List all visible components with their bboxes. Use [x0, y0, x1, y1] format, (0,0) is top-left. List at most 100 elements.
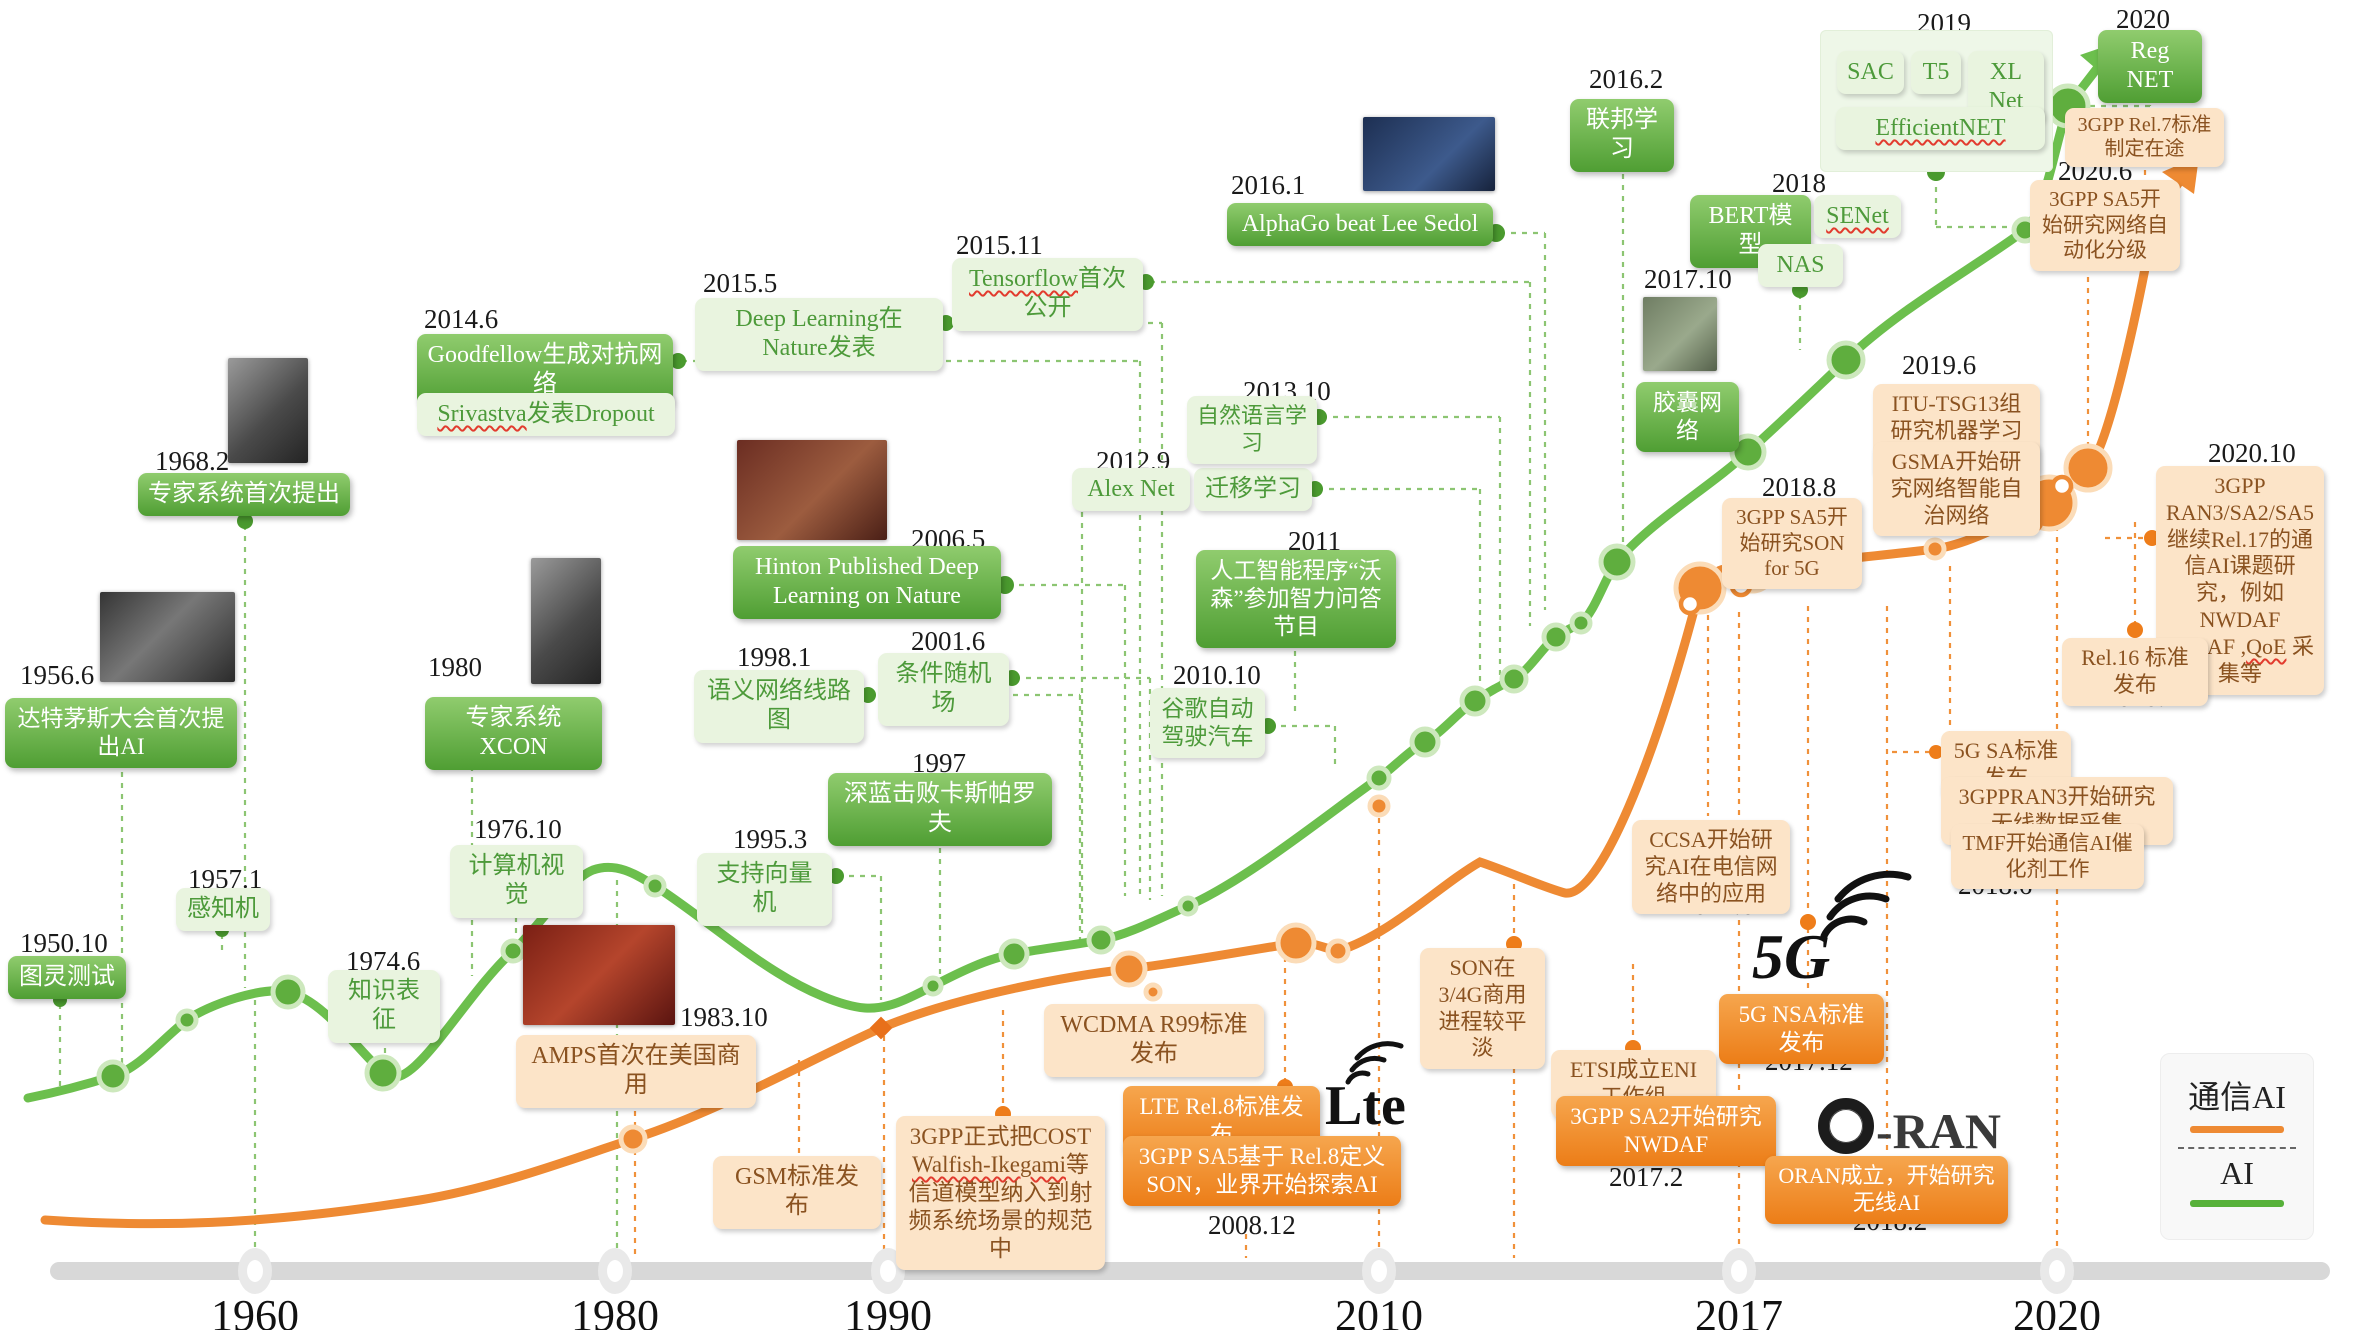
- event-box-gsma-autonomous: GSMA开始研究网络智能自治网络: [1873, 442, 2040, 537]
- event-date: 2014.6: [424, 304, 499, 334]
- gsm-diamond-marker: [869, 1016, 893, 1040]
- cost-walfish: Walfish-Ikegami: [912, 1152, 1066, 1178]
- event-box-xcon: 专家系统XCON: [425, 697, 602, 770]
- oran-logo: -RAN: [1818, 1098, 2001, 1160]
- event-box-hinton-deep-learning: Hinton Published Deep Learning on Nature: [733, 546, 1001, 619]
- axis-label-1980: 1980: [571, 1291, 659, 1330]
- legend-comm-line: [2190, 1126, 2284, 1133]
- photo-dartmouth-conference: [100, 592, 235, 682]
- event-date: 2018.8: [1762, 472, 1837, 502]
- event-box-gsm: GSM标准发布: [713, 1156, 881, 1229]
- photo-amps-car-phone: [523, 925, 675, 1025]
- event-box-dartmouth: 达特茅斯大会首次提出AI: [5, 698, 237, 769]
- event-box-rel16: Rel.16 标准发布: [2062, 638, 2208, 706]
- event-box-sa5-son-5g: 3GPP SA5开始研究SON for 5G: [1722, 498, 1862, 589]
- event-date: 2017.10: [1644, 264, 1732, 294]
- event-box-senet: SENet: [1814, 195, 1901, 239]
- event-date: 2015.11: [956, 230, 1043, 260]
- event-box-efficientnet: EfficientNET: [1836, 107, 2045, 151]
- senet-word: SENet: [1826, 203, 1889, 229]
- event-date: 2015.5: [703, 268, 778, 298]
- photo-xcon-developer: [531, 558, 601, 684]
- event-date: 2016.2: [1589, 64, 1664, 94]
- event-box-cost-model: 3GPP正式把COST Walfish-Ikegami等信道模型纳入到射频系统场…: [896, 1116, 1105, 1271]
- event-box-regnet: Reg NET: [2098, 30, 2202, 103]
- ai-dashed-connectors: [58, 83, 2152, 1258]
- event-box-knowledge-representation: 知识表征: [328, 970, 440, 1043]
- event-box-watson: 人工智能程序“沃森”参加智力问答节目: [1196, 550, 1396, 649]
- event-date: 1980: [428, 652, 482, 682]
- axis-label-2020: 2020: [2013, 1291, 2101, 1330]
- photo-hinton-lecture: [737, 440, 887, 540]
- legend: 通信AI AI: [2160, 1053, 2314, 1240]
- timeline-axis-bar: [50, 1262, 2330, 1280]
- event-date: 1998.1: [737, 642, 812, 672]
- comm-dashed-connectors: [633, 148, 2148, 1258]
- event-date: 1950.10: [20, 928, 108, 958]
- event-date: 1956.6: [20, 660, 95, 690]
- event-box-turing-test: 图灵测试: [8, 956, 126, 1000]
- cost-pre: 3GPP正式把COST: [909, 1124, 1092, 1149]
- event-box-sa5-son: 3GPP SA5基于 Rel.8定义SON，业界开始探索AI: [1123, 1136, 1401, 1207]
- tensorflow-rest: 首次公开: [1023, 266, 1126, 322]
- event-date: 2010.10: [1173, 660, 1261, 690]
- event-date: 2020.10: [2208, 438, 2296, 468]
- event-box-lte-rel8: LTE Rel.8标准发布: [1123, 1086, 1320, 1157]
- event-box-crf: 条件随机场: [878, 653, 1009, 726]
- 5g-signal-arcs-icon: [1820, 870, 1912, 940]
- event-date: 2017.2: [1609, 1162, 1684, 1192]
- event-box-deep-learning-nature: Deep Learning在Nature发表: [695, 298, 943, 371]
- event-box-sa2-nwdaf: 3GPP SA2开始研究NWDAF: [1556, 1096, 1776, 1167]
- event-box-ccsa: CCSA开始研究AI在电信网络中的应用: [1632, 820, 1790, 915]
- legend-ai-label: AI: [2220, 1155, 2254, 1191]
- oran-o-ring-icon: [1818, 1098, 1874, 1154]
- lte-signal-arcs-icon: [1345, 1041, 1404, 1085]
- event-box-google-self-driving: 谷歌自动驾驶汽车: [1150, 688, 1265, 759]
- event-box-5g-nsa: 5G NSA标准发布: [1719, 994, 1884, 1065]
- axis-label-1960: 1960: [211, 1291, 299, 1330]
- photo-expert-system-pioneer: [228, 358, 308, 463]
- event-box-amps: AMPS首次在美国商用: [516, 1035, 756, 1108]
- event-box-transfer-learning: 迁移学习: [1194, 468, 1312, 512]
- legend-comm-label: 通信AI: [2188, 1079, 2286, 1115]
- event-box-svm: 支持向量机: [697, 853, 832, 926]
- event-box-alexnet: Alex Net: [1072, 468, 1190, 512]
- event-box-tmf-catalyst: TMF开始通信AI催化剂工作: [1951, 824, 2144, 890]
- event-date: 2020: [2116, 4, 2170, 34]
- event-date: 1968.2: [155, 446, 230, 476]
- event-date: 1995.3: [733, 824, 808, 854]
- event-box-expert-system-first: 专家系统首次提出: [138, 473, 350, 517]
- event-box-rel7: 3GPP Rel.7标准制定在途: [2065, 108, 2224, 167]
- event-box-perceptron: 感知机: [176, 888, 270, 932]
- event-box-sac: SAC: [1837, 51, 1904, 95]
- event-box-federated-learning: 联邦学习: [1570, 99, 1674, 172]
- 5g-logo: 5G: [1752, 921, 1831, 992]
- event-box-tensorflow: Tensorflow首次公开: [952, 258, 1143, 331]
- tensorflow-word: Tensorflow: [969, 266, 1078, 292]
- rel17-rest: 采集等: [2217, 633, 2314, 686]
- event-box-deep-blue: 深蓝击败卡斯帕罗夫: [828, 773, 1052, 846]
- event-box-dropout: Srivastva发表Dropout: [417, 393, 675, 437]
- event-date: 2008.12: [1208, 1210, 1296, 1240]
- legend-ai-line: [2190, 1200, 2284, 1207]
- event-date: 2016.1: [1231, 170, 1306, 200]
- event-box-sa5-automation: 3GPP SA5开始研究网络自动化分级: [2030, 180, 2180, 271]
- event-box-nlp: 自然语言学习: [1187, 396, 1317, 464]
- event-box-capsule-network: 胶囊网络: [1636, 382, 1739, 453]
- rel17-qoe: QoE: [2246, 633, 2287, 659]
- event-box-alphago: AlphaGo beat Lee Sedol: [1227, 203, 1493, 247]
- event-date: 2019.6: [1902, 350, 1977, 380]
- event-date: 2018: [1772, 168, 1826, 198]
- event-box-oran-founded: ORAN成立，开始研究无线AI: [1765, 1156, 2008, 1224]
- event-box-nas: NAS: [1758, 244, 1843, 288]
- rel17-pre: 3GPP RAN3/SA2/SA5继续Rel.17的通信AI课题研究，例如NWD…: [2166, 473, 2314, 659]
- photo-hinton-capsule: [1643, 297, 1717, 371]
- axis-label-2017: 2017: [1695, 1291, 1783, 1330]
- axis-tick-rings: [238, 1248, 2074, 1294]
- legend-divider: [2178, 1147, 2296, 1149]
- event-box-wcdma-r99: WCDMA R99标准发布: [1044, 1004, 1264, 1077]
- event-date: 1976.10: [474, 814, 562, 844]
- event-box-semantic-network: 语义网络线路图: [694, 670, 864, 743]
- cost-rest: 等信道模型纳入到射频系统场景的规范中: [908, 1152, 1093, 1262]
